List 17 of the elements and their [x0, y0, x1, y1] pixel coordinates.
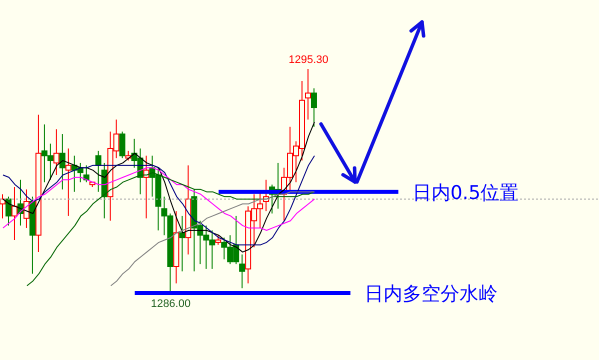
ref-line-label: 日内0.5位置 [412, 182, 519, 204]
candlestick [179, 215, 186, 272]
candlestick [310, 88, 317, 128]
candlestick [95, 150, 102, 192]
candlestick [65, 148, 72, 216]
candlestick [239, 254, 246, 289]
annotation: 1295.30 [288, 54, 328, 66]
candlestick [304, 69, 311, 120]
candlestick [11, 186, 18, 241]
candlestick [5, 196, 12, 226]
ref-line-label: 日内多空分水岭 [364, 283, 498, 305]
candlestick [53, 128, 60, 176]
candlestick [215, 234, 222, 246]
candlestick [143, 155, 150, 219]
annotation: 1286.00 [150, 298, 191, 310]
candlestick [59, 134, 66, 190]
candlestick [119, 131, 126, 159]
